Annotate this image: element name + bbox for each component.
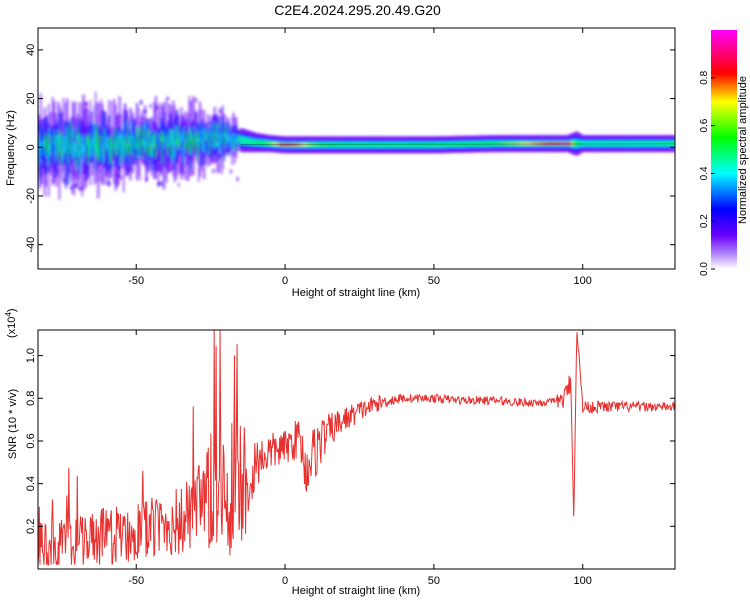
- spectral-speckle: [148, 103, 153, 109]
- y-tick-label: 0: [25, 144, 37, 150]
- colorbar-tick-label: 0.0: [699, 262, 710, 276]
- snr-ylabel: SNR (10 * v/v): [7, 389, 19, 459]
- y-tick-label: -20: [25, 188, 37, 204]
- spectrogram-xlabel: Height of straight line (km): [292, 287, 420, 299]
- colorbar-label: Normalized spectral amplitude: [737, 76, 749, 224]
- y-tick-label: 40: [25, 44, 37, 56]
- y-tick-label: 0.2: [25, 519, 37, 534]
- x-tick-label: -50: [128, 575, 144, 587]
- spectral-speckle: [155, 105, 159, 111]
- x-tick-label: 50: [428, 575, 440, 587]
- colorbar: 0.0 0.2 0.4 0.6 0.8 Normalized spectral ampl…: [699, 30, 749, 276]
- spectral-speckle: [119, 175, 123, 181]
- spectral-speckle: [144, 177, 149, 183]
- y-tick-label: 0.4: [25, 476, 37, 491]
- spectral-speckle: [139, 99, 143, 105]
- spectral-speckle: [128, 167, 133, 173]
- spectral-speckle: [156, 181, 161, 187]
- spectral-speckle: [123, 102, 127, 108]
- chart-title: C2E4.2024.295.20.49.G20: [274, 2, 441, 18]
- colorbar-gradient: [711, 30, 737, 269]
- y-tick-label: 1.0: [25, 348, 37, 363]
- spectrogram-heatmap: [38, 91, 675, 200]
- spectral-speckle: [84, 101, 88, 107]
- spectrogram-frame: [37, 27, 676, 270]
- spectral-band: [38, 91, 675, 200]
- colorbar-tick-label: 0.6: [699, 118, 710, 132]
- x-tick-label: 0: [282, 575, 288, 587]
- spectral-speckle: [235, 176, 240, 182]
- spectral-speckle: [177, 182, 181, 188]
- snr-panel: -50 0 50 100 0.2 0.4 0.6 0.8 1.0 Height of strai…: [4, 308, 676, 597]
- colorbar-ticks: 0.0 0.2 0.4 0.6 0.8: [699, 70, 715, 276]
- y-tick-label: 0.8: [25, 391, 37, 406]
- spectrogram-ylabel: Frequency (Hz): [5, 110, 17, 186]
- spectral-speckle: [211, 168, 216, 174]
- spectral-speckle: [221, 112, 225, 118]
- x-tick-label: 50: [428, 275, 440, 287]
- x-tick-label: 100: [574, 275, 592, 287]
- x-tick-label: 100: [574, 575, 592, 587]
- y-tick-label: 0.6: [25, 433, 37, 448]
- snr-plot-area: [38, 330, 675, 569]
- colorbar-tick-label: 0.4: [699, 166, 710, 180]
- colorbar-tick-label: 0.8: [699, 70, 710, 84]
- colorbar-tick-label: 0.2: [699, 214, 710, 228]
- x-tick-label: -50: [128, 275, 144, 287]
- snr-series-line: [38, 330, 675, 566]
- spectral-speckle: [181, 170, 185, 176]
- y-tick-label: 20: [25, 92, 37, 104]
- spectral-speckle: [166, 96, 170, 102]
- y-tick-label: -40: [25, 237, 37, 253]
- spectral-speckle: [229, 169, 233, 175]
- spectral-speckle: [194, 97, 198, 103]
- snr-frame: [37, 329, 676, 570]
- x-tick-label: 0: [282, 275, 288, 287]
- spectrogram-ticks: -50 0 50 100 -40 -20 0 20 40: [25, 28, 675, 287]
- snr-multiplier: (x104): [4, 308, 18, 338]
- spectral-speckle: [143, 108, 147, 114]
- spectral-speckle: [159, 181, 163, 187]
- spectral-speckle: [107, 180, 111, 186]
- snr-xlabel: Height of straight line (km): [292, 585, 420, 597]
- snr-ticks: -50 0 50 100 0.2 0.4 0.6 0.8 1.0: [25, 330, 675, 587]
- spectrogram-panel: -50 0 50 100 -40 -20 0 20 40 Height of straight …: [5, 27, 676, 299]
